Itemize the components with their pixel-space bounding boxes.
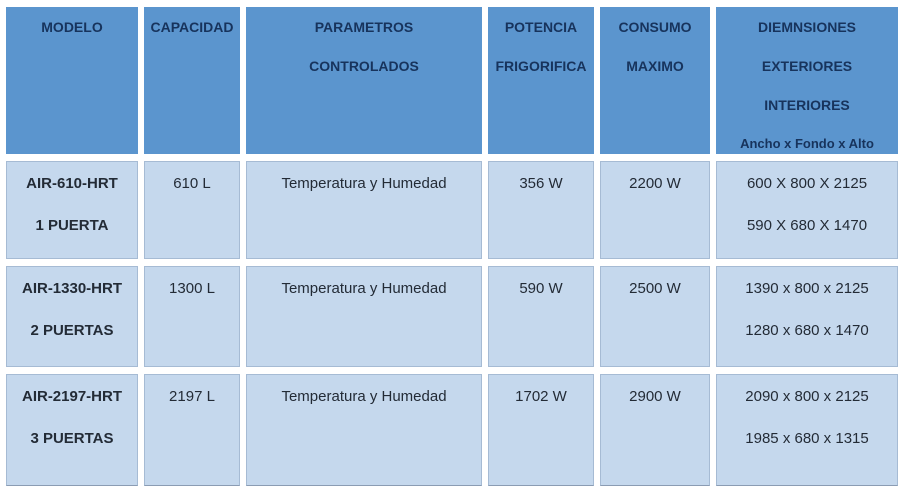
cooling-power-value: 356 W xyxy=(519,175,563,192)
header-label: CONTROLADOS xyxy=(309,58,419,74)
max-consumption-value: 2200 W xyxy=(629,175,681,192)
cooling-power-value: 1702 W xyxy=(515,388,567,405)
cell-parameters: Temperatura y Humedad xyxy=(246,374,482,486)
cell-dimensions: 1390 x 800 x 2125 1280 x 680 x 1470 xyxy=(716,266,898,367)
header-label: PARAMETROS xyxy=(314,19,414,35)
parameters-value: Temperatura y Humedad xyxy=(281,280,447,297)
header-capacidad: CAPACIDAD xyxy=(144,7,240,154)
header-label: CONSUMO xyxy=(618,19,692,35)
table-row: AIR-1330-HRT 2 PUERTAS 1300 L Temperatur… xyxy=(6,266,898,367)
cell-dimensions: 600 X 800 X 2125 590 X 680 X 1470 xyxy=(716,161,898,259)
capacity-value: 610 L xyxy=(173,175,211,192)
dimensions-exterior: 2090 x 800 x 2125 xyxy=(745,388,869,405)
max-consumption-value: 2900 W xyxy=(629,388,681,405)
cell-cooling-power: 356 W xyxy=(488,161,594,259)
cell-cooling-power: 1702 W xyxy=(488,374,594,486)
cell-capacity: 2197 L xyxy=(144,374,240,486)
cooling-power-value: 590 W xyxy=(519,280,563,297)
header-label: FRIGORIFICA xyxy=(495,58,587,74)
cell-model: AIR-1330-HRT 2 PUERTAS xyxy=(6,266,138,367)
parameters-value: Temperatura y Humedad xyxy=(281,388,447,405)
header-consumo: CONSUMO MAXIMO xyxy=(600,7,710,154)
dimensions-interior: 1985 x 680 x 1315 xyxy=(745,430,869,447)
header-dimensiones: DIEMNSIONES EXTERIORES INTERIORES Ancho … xyxy=(716,7,898,154)
cell-parameters: Temperatura y Humedad xyxy=(246,266,482,367)
dimensions-exterior: 1390 x 800 x 2125 xyxy=(745,280,869,297)
table-row: AIR-2197-HRT 3 PUERTAS 2197 L Temperatur… xyxy=(6,374,898,486)
cell-max-consumption: 2200 W xyxy=(600,161,710,259)
model-name: AIR-2197-HRT xyxy=(21,388,123,405)
parameters-value: Temperatura y Humedad xyxy=(281,175,447,192)
cell-dimensions: 2090 x 800 x 2125 1985 x 680 x 1315 xyxy=(716,374,898,486)
cell-capacity: 1300 L xyxy=(144,266,240,367)
model-name: AIR-1330-HRT xyxy=(21,280,123,297)
capacity-value: 2197 L xyxy=(169,388,215,405)
header-row: MODELO CAPACIDAD PARAMETROS CONTROLADOS … xyxy=(6,7,898,154)
cell-parameters: Temperatura y Humedad xyxy=(246,161,482,259)
capacity-value: 1300 L xyxy=(169,280,215,297)
header-label: MODELO xyxy=(41,19,103,35)
cell-capacity: 610 L xyxy=(144,161,240,259)
max-consumption-value: 2500 W xyxy=(629,280,681,297)
cell-max-consumption: 2900 W xyxy=(600,374,710,486)
dimensions-interior: 1280 x 680 x 1470 xyxy=(745,322,869,339)
cell-model: AIR-610-HRT 1 PUERTA xyxy=(6,161,138,259)
header-label: INTERIORES xyxy=(764,97,850,113)
header-label: POTENCIA xyxy=(504,19,578,35)
dimensions-exterior: 600 X 800 X 2125 xyxy=(746,175,868,192)
model-doors: 1 PUERTA xyxy=(35,217,109,234)
dimensions-interior: 590 X 680 X 1470 xyxy=(746,217,868,234)
header-label: DIEMNSIONES xyxy=(757,19,856,35)
table-row: AIR-610-HRT 1 PUERTA 610 L Temperatura y… xyxy=(6,161,898,259)
header-label: CAPACIDAD xyxy=(150,19,234,35)
dimensions-legend: Ancho x Fondo x Alto xyxy=(740,136,874,151)
header-label: EXTERIORES xyxy=(761,58,853,74)
cell-max-consumption: 2500 W xyxy=(600,266,710,367)
cell-cooling-power: 590 W xyxy=(488,266,594,367)
header-parametros: PARAMETROS CONTROLADOS xyxy=(246,7,482,154)
header-potencia: POTENCIA FRIGORIFICA xyxy=(488,7,594,154)
model-name: AIR-610-HRT xyxy=(26,175,118,192)
model-doors: 2 PUERTAS xyxy=(30,322,114,339)
model-doors: 3 PUERTAS xyxy=(30,430,114,447)
cell-model: AIR-2197-HRT 3 PUERTAS xyxy=(6,374,138,486)
header-label: MAXIMO xyxy=(626,58,684,74)
header-modelo: MODELO xyxy=(6,7,138,154)
